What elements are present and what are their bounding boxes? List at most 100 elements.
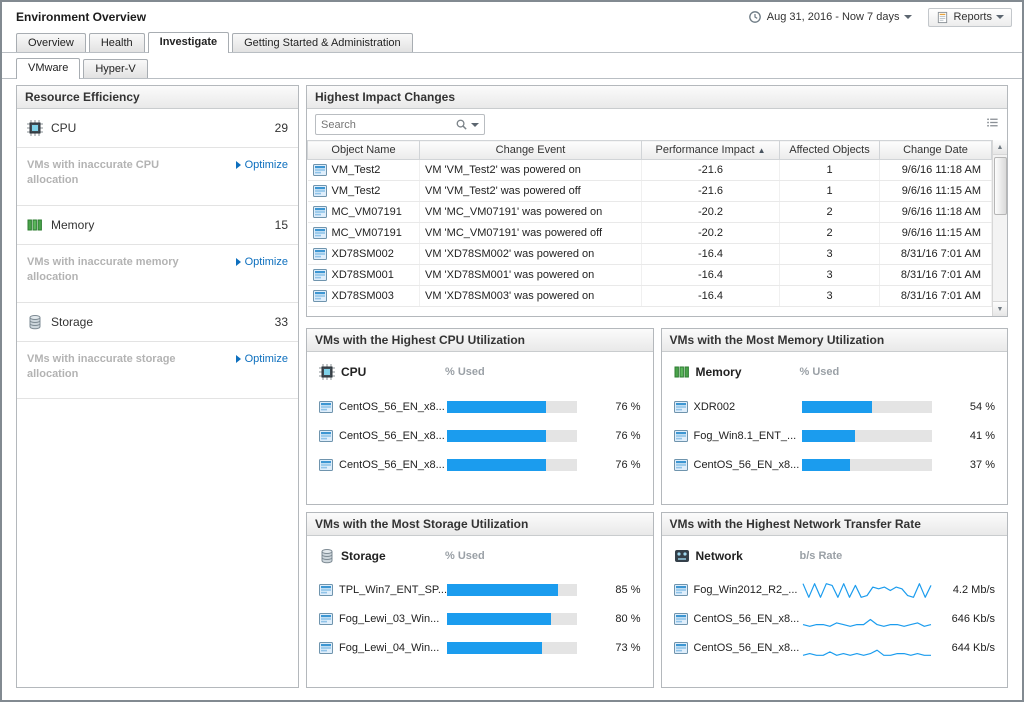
usage-value: 85 %: [615, 584, 641, 596]
vm-icon: [674, 429, 688, 443]
time-range-selector[interactable]: Aug 31, 2016 - Now 7 days: [748, 10, 913, 24]
vm-icon: [319, 583, 333, 597]
vm-usage-row[interactable]: CentOS_56_EN_x8... 644 Kb/s: [674, 634, 995, 663]
resource-row-memory: Memory 15: [17, 206, 298, 245]
page-title: Environment Overview: [16, 10, 147, 24]
usage-value: 80 %: [615, 613, 641, 625]
vm-usage-row[interactable]: CentOS_56_EN_x8... 76 %: [319, 392, 641, 421]
scroll-down-button[interactable]: ▼: [992, 301, 1007, 316]
usage-bar: [801, 429, 932, 442]
vm-usage-row[interactable]: Fog_Win8.1_ENT_... 41 %: [674, 421, 995, 450]
panel-title: VMs with the Highest Network Transfer Ra…: [661, 512, 1007, 536]
scrollbar-thumb[interactable]: [993, 157, 1007, 215]
database-cylinder-icon: [319, 548, 335, 564]
triangle-right-icon: [235, 161, 241, 169]
chevron-down-icon: [471, 122, 479, 127]
vm-name: Fog_Win8.1_ENT_...: [693, 429, 797, 442]
tab-overview[interactable]: Overview: [16, 33, 86, 52]
vm-usage-row[interactable]: CentOS_56_EN_x8... 646 Kb/s: [674, 605, 995, 634]
table-row[interactable]: MC_VM07191 VM 'MC_VM07191' was powered o…: [307, 222, 992, 244]
resource-count: 15: [274, 217, 288, 232]
resource-note-storage: VMs with inaccurate storage allocation O…: [17, 342, 298, 400]
col-affected-objects[interactable]: Affected Objects: [779, 140, 880, 160]
usage-bar: [801, 458, 932, 471]
vm-name: CentOS_56_EN_x8...: [339, 458, 445, 471]
changes-table-wrap: Object Name Change Event Performance Imp…: [307, 140, 1007, 316]
resource-row-storage: Storage 33: [17, 303, 298, 342]
table-row[interactable]: XD78SM002 VM 'XD78SM002' was powered on …: [307, 243, 992, 265]
usage-bar: [447, 429, 577, 442]
utilization-grid: VMs with the Highest CPU Utilization CPU…: [306, 328, 1008, 688]
table-row[interactable]: XD78SM003 VM 'XD78SM003' was powered on …: [307, 285, 992, 307]
cpu-chip-icon: [319, 364, 335, 380]
vm-name: TPL_Win7_ENT_SP...: [339, 584, 447, 596]
triangle-right-icon: [235, 257, 241, 266]
memory-utilization-panel: VMs with the Most Memory Utilization Mem…: [660, 328, 1008, 505]
value-column-header: b/s Rate: [799, 549, 843, 562]
optimize-cpu-link[interactable]: Optimize: [235, 159, 288, 171]
vm-icon: [313, 226, 327, 240]
table-row[interactable]: MC_VM07191 VM 'MC_VM07191' was powered o…: [307, 201, 992, 223]
resource-note-memory: VMs with inaccurate memory allocation Op…: [17, 245, 298, 303]
panel-title: VMs with the Most Memory Utilization: [661, 329, 1007, 352]
usage-bar: [447, 613, 577, 625]
vm-icon: [313, 247, 327, 261]
search-input[interactable]: [321, 118, 455, 131]
col-object-name[interactable]: Object Name: [307, 140, 420, 160]
vm-usage-row[interactable]: CentOS_56_EN_x8... 76 %: [319, 450, 641, 479]
optimize-storage-link[interactable]: Optimize: [235, 353, 288, 365]
header-bar: Environment Overview Aug 31, 2016 - Now …: [2, 2, 1022, 32]
vm-usage-row[interactable]: XDR002 54 %: [674, 392, 995, 421]
tab-investigate[interactable]: Investigate: [147, 32, 230, 53]
table-toolbar: [307, 109, 1007, 140]
main-tab-strip: Overview Health Investigate Getting Star…: [2, 32, 1022, 53]
vm-usage-row[interactable]: TPL_Win7_ENT_SP... 85 %: [319, 576, 641, 605]
panel-title: VMs with the Most Storage Utilization: [307, 512, 653, 536]
usage-value: 76 %: [615, 400, 641, 413]
metric-header: CPU % Used: [319, 364, 641, 380]
tab-getting-started[interactable]: Getting Started & Administration: [232, 33, 413, 52]
network-sparkline: [802, 638, 932, 658]
tab-hyperv[interactable]: Hyper-V: [83, 59, 148, 78]
report-icon: [936, 11, 949, 24]
network-sparkline: [802, 609, 932, 629]
highest-impact-changes-panel: Highest Impact Changes: [306, 85, 1008, 317]
table-row[interactable]: XD78SM001 VM 'XD78SM001' was powered on …: [307, 264, 992, 286]
vm-usage-row[interactable]: CentOS_56_EN_x8... 76 %: [319, 421, 641, 450]
usage-value: 37 %: [969, 458, 995, 471]
vm-usage-row[interactable]: Fog_Lewi_03_Win... 80 %: [319, 605, 641, 634]
scroll-up-button[interactable]: ▲: [992, 140, 1007, 155]
vm-icon: [313, 289, 327, 303]
memory-modules-icon: [27, 217, 43, 233]
vm-usage-row[interactable]: CentOS_56_EN_x8... 37 %: [674, 450, 995, 479]
optimize-memory-link[interactable]: Optimize: [235, 256, 288, 268]
col-change-date[interactable]: Change Date: [879, 140, 992, 160]
sub-tab-strip: VMware Hyper-V: [2, 58, 1022, 79]
search-icon: [455, 118, 468, 131]
panel-title: Resource Efficiency: [17, 86, 298, 109]
reports-button[interactable]: Reports: [928, 7, 1012, 27]
panel-title: VMs with the Highest CPU Utilization: [307, 329, 653, 352]
vm-usage-row[interactable]: Fog_Win2012_R2_... 4.2 Mb/s: [674, 576, 995, 605]
search-button[interactable]: [455, 118, 479, 131]
table-row[interactable]: VM_Test2 VM 'VM_Test2' was powered on -2…: [307, 159, 992, 181]
table-options-button[interactable]: [986, 116, 999, 134]
tab-vmware[interactable]: VMware: [16, 58, 81, 79]
chevron-down-icon: [996, 15, 1004, 19]
col-change-event[interactable]: Change Event: [419, 140, 642, 160]
col-performance-impact[interactable]: Performance Impact ▲: [641, 140, 780, 160]
resource-row-cpu: CPU 29: [17, 109, 298, 148]
table-row[interactable]: VM_Test2 VM 'VM_Test2' was powered off -…: [307, 180, 992, 202]
tab-health[interactable]: Health: [88, 33, 145, 52]
vm-usage-row[interactable]: Fog_Lewi_04_Win... 73 %: [319, 634, 641, 663]
usage-bar: [447, 584, 577, 596]
network-transfer-panel: VMs with the Highest Network Transfer Ra…: [660, 511, 1008, 688]
vm-icon: [313, 163, 327, 177]
network-icon: [674, 548, 690, 564]
vm-icon: [674, 612, 688, 626]
vm-icon: [313, 184, 327, 198]
metric-header: Memory % Used: [674, 364, 996, 380]
list-options-icon: [986, 116, 999, 129]
vertical-scrollbar[interactable]: ▲ ▼: [992, 140, 1007, 316]
